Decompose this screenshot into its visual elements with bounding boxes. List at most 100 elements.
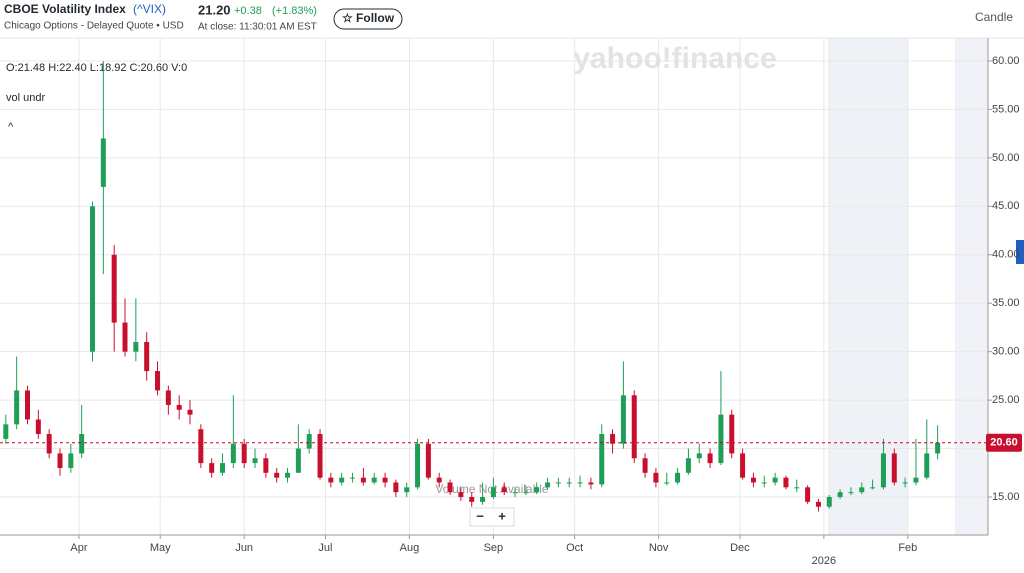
candle-body [144, 341, 150, 372]
candle-body [610, 434, 616, 444]
x-tick-label: Jul [318, 542, 332, 554]
candle-body [230, 443, 236, 464]
candle-body [371, 477, 377, 483]
last-price-label: 20.60 [990, 437, 1018, 449]
grid [0, 38, 988, 535]
follow-button-label[interactable]: ☆ Follow [342, 11, 395, 25]
candle-body [198, 429, 204, 464]
candle-body [588, 482, 594, 485]
candle-body [794, 487, 800, 489]
candle-body [534, 487, 540, 493]
watermark: yahoo!finance [573, 42, 776, 75]
candle-body [718, 414, 724, 464]
candle-body [415, 443, 421, 488]
candle-body [783, 477, 789, 488]
candle-body [740, 453, 746, 478]
candle-body [111, 254, 117, 323]
candle-body [631, 395, 637, 459]
candle-body [24, 390, 30, 420]
candle-body [469, 497, 475, 502]
quote-change: +0.38 [234, 5, 262, 17]
candle-body [285, 472, 291, 478]
candle-body [620, 395, 626, 444]
x-tick-label: Jun [235, 542, 253, 554]
candle-body [512, 492, 518, 494]
candle-body [14, 390, 20, 425]
y-tick-label: 35.00 [992, 297, 1020, 309]
collapse-toggle[interactable]: ^ [8, 121, 14, 133]
candle-body [555, 482, 561, 484]
candle-body [826, 497, 832, 507]
candle-body [220, 463, 226, 473]
x-tick-label: Sep [484, 542, 504, 554]
candle-body [404, 487, 410, 493]
candle-body [696, 453, 702, 459]
candle-body [870, 487, 876, 489]
candle-body [685, 458, 691, 473]
follow-button[interactable]: ☆ Follow [333, 8, 403, 30]
candle-body [176, 404, 182, 410]
y-tick-label: 55.00 [992, 103, 1020, 115]
candle-body [675, 472, 681, 483]
candle-body [935, 442, 941, 454]
side-tag [1016, 240, 1024, 264]
candle-body [3, 424, 9, 439]
candle-body [306, 434, 312, 449]
y-tick-label: 60.00 [992, 55, 1020, 67]
candle-body [165, 390, 171, 405]
follow-button-frame[interactable] [333, 8, 403, 30]
candle-body [577, 482, 583, 484]
future-shade [955, 38, 988, 535]
y-tick-label: 30.00 [992, 346, 1020, 358]
candle-body [360, 477, 366, 483]
y-tick-label: 40.00 [992, 249, 1020, 261]
candle-body [133, 341, 139, 352]
candle-body [880, 453, 886, 488]
chart-style-menu[interactable]: Candle [975, 10, 1013, 24]
candle-body [599, 434, 605, 485]
candle-body [317, 434, 323, 478]
candle-body [100, 138, 106, 187]
x-tick-label: Nov [649, 542, 669, 554]
candle-body [805, 487, 811, 502]
y-tick-label: 45.00 [992, 200, 1020, 212]
candle-body [501, 487, 507, 493]
candle-body [436, 477, 442, 483]
candle-body [653, 472, 659, 483]
quote-name: CBOE Volatility Index [4, 2, 126, 16]
candle-body [187, 409, 193, 415]
indicator-label: vol undr [6, 92, 45, 104]
candle-body [90, 206, 96, 352]
x-tick-label: Apr [70, 542, 87, 554]
candle-body [848, 492, 854, 494]
candle-body [79, 434, 85, 454]
candle-body [859, 487, 865, 493]
candle-body [35, 419, 41, 435]
candle-body [252, 458, 258, 464]
y-tick-label: 50.00 [992, 152, 1020, 164]
candle-body [902, 482, 908, 484]
candle-body [46, 434, 52, 454]
candle-body [274, 472, 280, 478]
x-tick-label: Dec [730, 542, 750, 554]
x-tick-label: Aug [400, 542, 420, 554]
candle-body [57, 453, 63, 468]
last-price-tag [986, 433, 1022, 452]
candle-body [447, 482, 453, 493]
candle-body [566, 482, 572, 484]
candle-body [523, 492, 529, 494]
candle-body [382, 477, 388, 483]
candle-body [490, 487, 496, 498]
candle-body [155, 371, 161, 391]
candle-body [772, 477, 778, 483]
candle-body [393, 482, 399, 493]
candle-body [913, 477, 919, 483]
candle-body [642, 458, 648, 473]
zoom-out[interactable]: − [476, 508, 484, 523]
candle-body [761, 482, 767, 484]
zoom-in[interactable]: + [498, 508, 506, 523]
quote-change-pct: (+1.83%) [272, 5, 317, 17]
candle-body [425, 443, 431, 478]
